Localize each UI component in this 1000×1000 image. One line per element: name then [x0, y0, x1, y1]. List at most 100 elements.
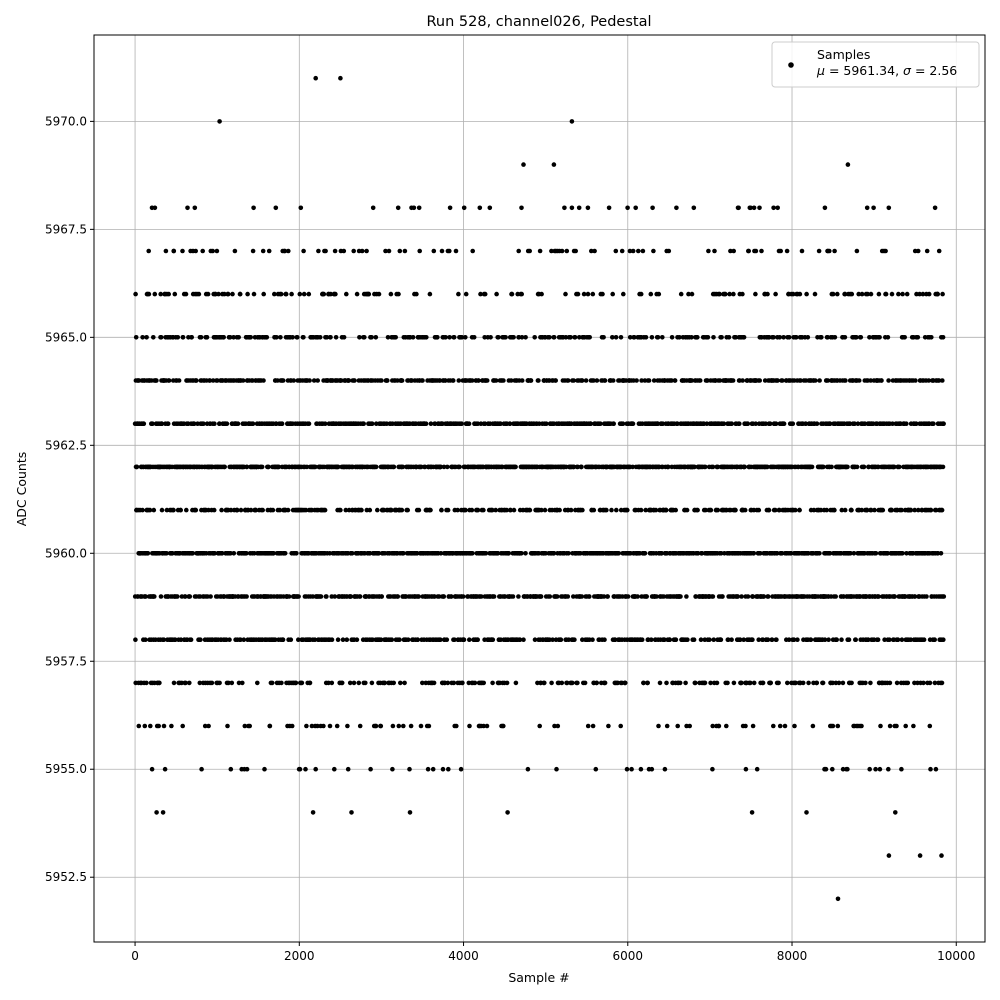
sample-point [849, 291, 855, 297]
sample-point [765, 637, 771, 642]
sample-point [144, 335, 149, 340]
sample-point [376, 551, 382, 556]
sample-point [707, 637, 712, 642]
sample-point [410, 335, 416, 340]
sample-point [601, 335, 606, 340]
sample-point [572, 637, 577, 642]
sample-point [812, 291, 818, 297]
outlier-point [521, 162, 526, 167]
sample-point [730, 378, 736, 383]
sample-point [389, 507, 394, 513]
sample-point [225, 723, 230, 729]
sample-point [236, 680, 242, 686]
sample-point [739, 594, 744, 599]
sample-point [460, 594, 466, 599]
sample-point [479, 594, 484, 599]
sample-point [532, 335, 537, 340]
sample-point [598, 421, 603, 427]
sample-point [163, 248, 169, 254]
sample-point [301, 248, 306, 254]
sample-point [792, 723, 797, 729]
sample-point [648, 291, 654, 297]
sample-point [310, 810, 316, 815]
sample-point [212, 551, 217, 556]
x-tick-label: 2000 [284, 949, 315, 963]
sample-point [583, 378, 589, 383]
outlier-point [313, 75, 319, 81]
sample-point [164, 551, 169, 556]
sample-point [590, 291, 596, 297]
sample-point [456, 291, 461, 297]
sample-point [585, 205, 591, 211]
sample-point [171, 507, 176, 513]
sample-point [868, 291, 874, 297]
sample-point [373, 464, 379, 470]
sample-point [819, 335, 824, 340]
sample-point [145, 551, 151, 556]
sample-point [285, 507, 291, 513]
sample-point [190, 551, 195, 556]
sample-point [328, 291, 334, 297]
sample-point [710, 594, 716, 599]
sample-point [885, 335, 891, 340]
sample-point [581, 291, 587, 297]
sample-point [513, 464, 518, 470]
sample-point [632, 335, 637, 340]
sample-point [151, 335, 156, 340]
sample-point [840, 680, 846, 686]
sample-point [505, 810, 510, 815]
sample-point [834, 637, 839, 642]
sample-point [661, 594, 666, 599]
sample-point [182, 594, 188, 599]
sample-point [794, 335, 799, 340]
sample-point [849, 680, 854, 686]
sample-point [781, 335, 786, 340]
sample-point [503, 335, 508, 340]
sample-point [697, 378, 703, 383]
sample-point [775, 378, 780, 383]
sample-point [904, 551, 909, 556]
sample-point [401, 723, 406, 729]
sample-point [369, 335, 374, 340]
sample-point [924, 248, 930, 254]
sample-point [295, 335, 300, 340]
sample-point [260, 507, 266, 513]
sample-point [416, 507, 422, 513]
sample-point [899, 637, 905, 642]
sample-point [440, 766, 446, 772]
sample-point [765, 464, 770, 470]
sample-point [399, 507, 405, 513]
sample-point [865, 637, 871, 642]
sample-point [301, 335, 306, 340]
sample-point [279, 421, 285, 427]
sample-point [461, 205, 467, 211]
sample-point [199, 766, 204, 772]
sample-point [238, 507, 244, 513]
sample-point [868, 378, 873, 383]
sample-point [511, 335, 516, 340]
sample-point [775, 205, 780, 211]
sample-point [382, 680, 388, 686]
sample-point [445, 507, 451, 513]
sample-point [786, 335, 792, 340]
sample-point [846, 637, 852, 642]
sample-point [390, 766, 395, 772]
sample-point [693, 594, 699, 599]
sample-point [702, 680, 708, 686]
sample-point [778, 248, 783, 254]
sample-point [711, 335, 716, 340]
sample-point [475, 637, 481, 642]
sample-point [519, 291, 524, 297]
sample-point [793, 507, 798, 513]
sample-point [451, 680, 457, 686]
sample-point [643, 507, 648, 513]
sample-point [299, 680, 305, 686]
sample-point [549, 248, 554, 254]
sample-point [746, 248, 751, 254]
sample-point [323, 248, 328, 254]
sample-point [278, 335, 283, 340]
sample-point [229, 680, 235, 686]
sample-point [161, 723, 167, 729]
sample-point [385, 335, 391, 340]
sample-point [481, 723, 486, 729]
